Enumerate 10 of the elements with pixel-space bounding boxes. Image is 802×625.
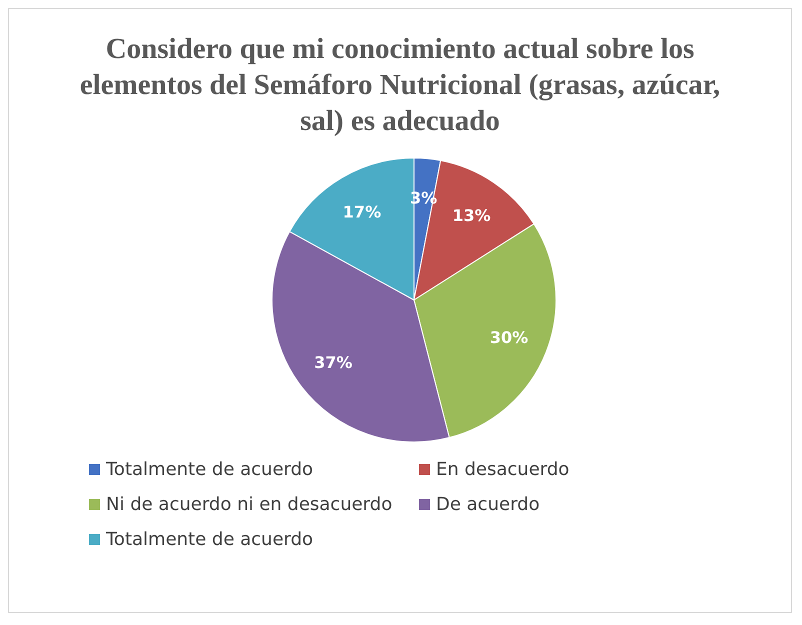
- data-label: 37%: [314, 353, 352, 372]
- legend-label: Ni de acuerdo ni en desacuerdo: [106, 494, 392, 515]
- chart-title: Considero que mi conocimiento actual sobre los elementos del Semáforo Nutricional (grasas, azúcar, sal) es adecuado: [78, 32, 722, 139]
- legend-label: En desacuerdo: [436, 459, 570, 480]
- data-label: 13%: [452, 206, 491, 225]
- legend-label: Totalmente de acuerdo: [106, 529, 314, 550]
- data-label: 30%: [490, 328, 528, 348]
- data-label: 17%: [342, 202, 382, 222]
- legend-label: Totalmente de acuerdo: [106, 459, 314, 480]
- legend-label: De acuerdo: [436, 494, 540, 515]
